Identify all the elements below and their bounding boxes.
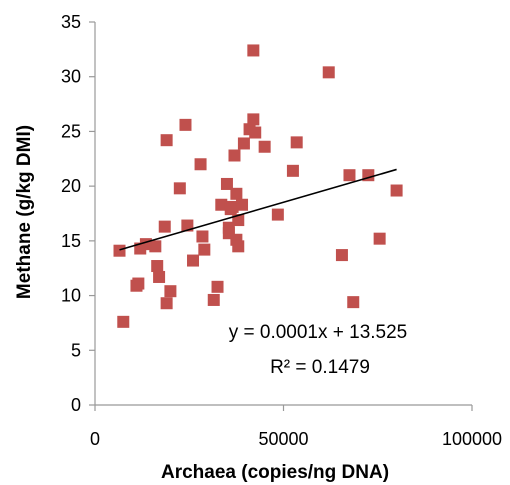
x-tick-label: 100000 [442,429,502,449]
data-point [247,113,260,126]
data-point [194,158,207,171]
y-tick-label: 20 [61,176,81,196]
data-point [198,243,211,256]
data-point [160,134,173,147]
data-point [158,220,171,233]
data-point [249,126,262,139]
data-point [173,182,186,195]
data-point [113,244,126,257]
y-axis-title: Methane (g/kg DMI) [14,125,35,299]
data-point [232,240,245,253]
data-point [271,208,284,221]
data-point [347,296,360,309]
data-point [149,240,162,253]
data-point [207,293,220,306]
data-point [160,297,173,310]
data-point [151,260,164,273]
data-point [164,285,177,298]
data-points [113,44,403,328]
data-point [236,198,249,211]
data-point [196,230,209,243]
data-point [286,164,299,177]
data-point [215,198,228,211]
data-point [117,315,130,328]
x-tick-label: 50000 [258,429,308,449]
trendline-equation: y = 0.0001x + 13.525 [229,322,408,343]
data-point [220,177,233,190]
data-point [335,249,348,262]
data-point [322,66,335,79]
data-point [343,169,356,182]
y-tick-label: 25 [61,121,81,141]
data-point [258,140,271,153]
r-squared-label: R² = 0.1479 [270,357,370,378]
data-point [132,277,145,290]
y-tick-label: 15 [61,231,81,251]
y-axis-ticks: 0 5 10 15 20 25 30 35 [61,12,95,415]
data-point [226,200,239,213]
data-point [373,232,386,245]
data-point [390,184,403,197]
data-point [179,118,192,131]
data-point [153,270,166,283]
data-point [211,280,224,293]
x-axis-title: Archaea (copies/ng DNA) [161,462,389,483]
data-point [237,137,250,150]
y-tick-label: 5 [71,340,81,360]
y-tick-label: 10 [61,286,81,306]
y-tick-label: 30 [61,67,81,87]
data-point [230,187,243,200]
data-point [228,149,241,162]
x-tick-label: 0 [90,429,100,449]
data-point [247,44,260,57]
data-point [187,254,200,267]
y-tick-label: 0 [71,395,81,415]
trendline [119,168,397,251]
y-tick-label: 35 [61,12,81,32]
x-axis-ticks: 0 50000 100000 [90,405,502,449]
data-point [290,136,303,149]
